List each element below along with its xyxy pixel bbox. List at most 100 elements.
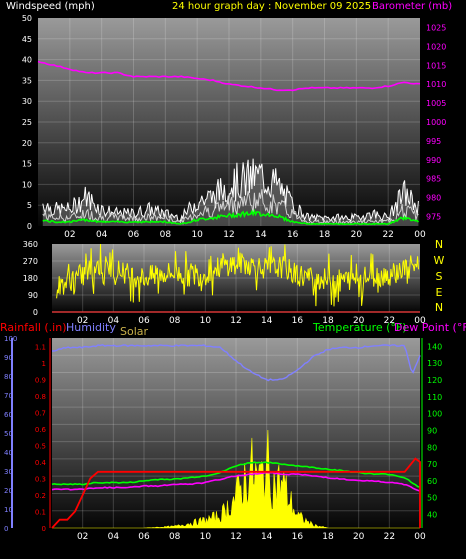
wind-y-tick: 20 [22,139,32,148]
rainfall-axis-title: Rainfall (.in) [0,321,67,334]
rain-y-tick: 0.4 [35,459,47,467]
wind-y-tick: 0 [27,222,32,231]
wind-y-tick: 15 [22,160,32,169]
barometer-y-tick: 1000 [426,118,446,127]
direction-y-tick: 270 [23,257,38,266]
barometer-y-tick: 980 [426,194,441,203]
x-tick-label-temperature: 14 [261,532,273,542]
wind-y-tick: 10 [22,180,32,189]
x-tick-label-wind: 02 [64,230,75,240]
rain-y-tick: 1 [42,360,46,368]
wind-avg-line [42,208,420,226]
x-tick-label-temperature: 08 [169,532,181,542]
humidity-y-tick: 100 [4,335,17,343]
x-tick-label-wind: 22 [382,230,393,240]
humidity-y-tick: 70 [4,392,13,400]
rain-y-tick: 0.9 [35,376,46,384]
x-tick-label-wind: 10 [191,230,203,240]
direction-y-tick: 0 [33,308,38,317]
graph-date-title: 24 hour graph day : November 09 2025 [172,1,371,12]
temp-y-tick: 80 [427,443,437,452]
x-tick-label-direction: 10 [200,316,212,326]
compass-label: W [434,254,445,267]
rain-y-tick: 0.1 [35,508,46,516]
rain-y-tick: 0.7 [35,409,46,417]
x-tick-label-temperature: 06 [138,532,150,542]
barometer-y-tick: 995 [426,137,441,146]
x-tick-label-direction: 00 [414,316,426,326]
wind-y-tick: 30 [22,97,32,106]
direction-y-tick: 180 [23,274,38,283]
humidity-y-tick: 0 [4,525,8,533]
x-tick-label-temperature: 12 [230,532,241,542]
wind-y-tick: 5 [27,201,32,210]
solar-axis-title: Solar [120,325,149,338]
x-tick-label-direction: 04 [108,316,120,326]
humidity-y-tick: 10 [4,506,13,514]
x-tick-label-direction: 14 [261,316,273,326]
barometer-y-tick: 1015 [426,61,446,70]
wind-panel-axes: 0510152025303540455097598098599099510001… [22,14,447,240]
humidity-y-tick: 80 [4,373,13,381]
wind-panel-series [37,60,421,226]
x-tick-label-temperature: 10 [200,532,212,542]
humidity-line [52,344,421,382]
humidity-y-tick: 90 [4,354,13,362]
rain-y-tick: 0 [42,525,46,533]
solar-area [52,429,420,529]
direction-panel-background [52,244,420,312]
compass-label: S [436,270,443,283]
wind-y-tick: 40 [22,56,32,65]
barometer-y-tick: 985 [426,175,441,184]
x-tick-label-direction: 02 [77,316,88,326]
humidity-axis-title: Humidity [66,321,116,334]
compass-label: E [436,286,443,299]
barometer-y-tick: 1010 [426,80,446,89]
direction-y-tick: 360 [23,240,38,249]
x-tick-label-direction: 06 [138,316,150,326]
temp-y-tick: 70 [427,460,437,469]
barometer-line [37,60,421,92]
wind-panel-background [38,18,420,226]
x-tick-label-temperature: 16 [292,532,304,542]
x-tick-label-temperature: 00 [414,532,426,542]
rain-y-tick: 0.8 [35,393,46,401]
barometer-y-tick: 1020 [426,42,446,51]
x-tick-label-direction: 12 [230,316,241,326]
x-tick-label-wind: 16 [287,230,299,240]
temp-y-tick: 130 [427,359,442,368]
dewpoint-line [51,471,421,492]
wind-y-tick: 25 [22,118,32,127]
wind-panel-grid [38,18,420,226]
rain-y-tick: 0.3 [35,475,46,483]
temp-y-tick: 50 [427,494,437,503]
temperature-panel-axes: 010203040506070809010000.10.20.30.40.50.… [4,335,442,542]
wind-y-tick: 45 [22,35,32,44]
x-tick-label-direction: 22 [384,316,395,326]
temp-y-tick: 140 [427,342,442,351]
x-tick-label-temperature: 02 [77,532,88,542]
x-tick-label-direction: 18 [322,316,334,326]
x-tick-label-wind: 12 [223,230,234,240]
compass-label: N [435,301,443,314]
barometer-y-tick: 1025 [426,23,446,32]
x-tick-label-temperature: 18 [322,532,334,542]
humidity-y-tick: 20 [4,487,13,495]
temp-y-tick: 90 [427,426,437,435]
rain-y-tick: 0.6 [35,426,47,434]
wind-y-tick: 35 [22,76,32,85]
temp-y-tick: 60 [427,477,437,486]
dewpoint-axis-title: Dew Point (°F) [394,321,466,334]
x-tick-label-temperature: 04 [108,532,120,542]
humidity-y-tick: 40 [4,449,13,457]
barometer-y-tick: 990 [426,156,441,165]
wind-axis-title: Windspeed (mph) [6,1,95,12]
direction-panel-series [56,243,419,307]
barometer-y-tick: 1005 [426,99,446,108]
x-tick-label-direction: 08 [169,316,181,326]
x-tick-label-wind: 08 [160,230,172,240]
rain-y-tick: 0.2 [35,492,46,500]
